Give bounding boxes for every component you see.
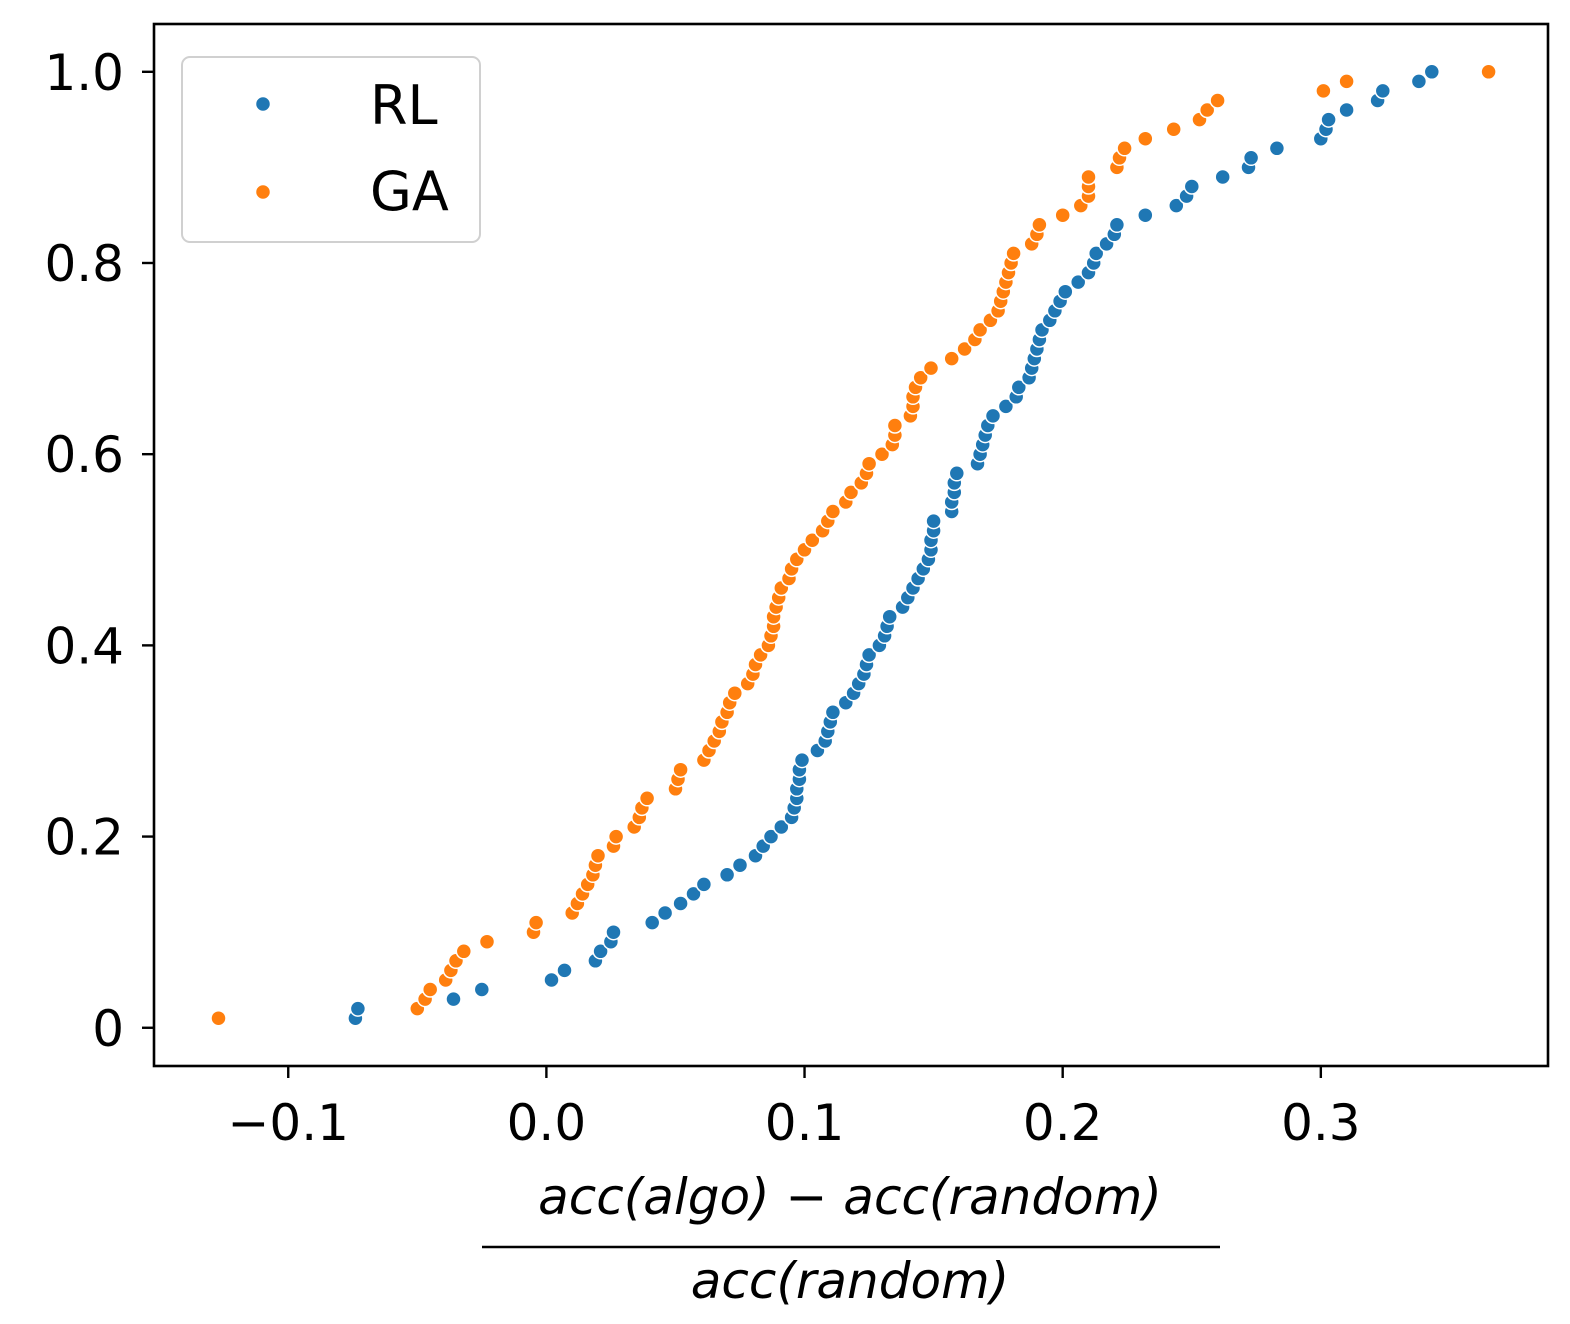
x-axis-label-numerator: acc(algo) − acc(random) (538, 1168, 1162, 1226)
y-axis-ticks: 0 0.2 0.4 0.6 0.8 1.0 (44, 44, 154, 1058)
data-point-rl (1338, 101, 1355, 119)
plot-frame (152, 22, 1550, 1068)
data-point-ga (1165, 120, 1182, 138)
data-point-rl (925, 512, 942, 530)
data-point-rl (592, 943, 609, 960)
y-tick-label: 0.4 (44, 617, 124, 675)
data-point-ga (804, 531, 821, 549)
x-axis-ticks: −0.1 0.0 0.1 0.2 0.3 (228, 1066, 1361, 1152)
data-point-rl (656, 904, 674, 922)
data-point-ga (842, 484, 860, 501)
data-point-rl (1010, 379, 1028, 396)
legend-label-rl: RL (370, 74, 438, 137)
data-point-ga (956, 340, 973, 358)
data-point-rl (881, 608, 898, 625)
data-point-ga (527, 914, 545, 931)
data-point-rl (1108, 216, 1126, 234)
data-point-rl (1168, 197, 1185, 214)
data-point-rl (672, 895, 689, 912)
data-point-rl (543, 971, 560, 989)
data-point-ga (210, 1009, 227, 1027)
data-point-ga (971, 321, 989, 339)
data-points (210, 63, 1497, 1027)
data-point-rl (762, 828, 780, 845)
data-point-rl (793, 751, 811, 769)
data-point-rl (860, 646, 878, 664)
data-point-rl (1320, 111, 1337, 128)
series-ga (210, 63, 1497, 1027)
data-point-ga (943, 350, 960, 367)
data-point-rl (1057, 283, 1074, 300)
series-rl (347, 63, 1441, 1027)
data-point-rl (1069, 273, 1087, 291)
legend-label-ga: GA (370, 160, 449, 223)
data-point-ga (726, 684, 744, 702)
data-point-rl (1214, 168, 1231, 186)
data-point-ga (873, 445, 891, 463)
y-tick-label: 1.0 (44, 44, 124, 102)
data-point-ga (478, 933, 496, 950)
data-point-rl (556, 962, 573, 979)
data-point-rl (445, 990, 462, 1008)
y-tick-label: 0 (92, 1000, 124, 1058)
data-point-rl (685, 885, 702, 903)
data-point-ga (421, 981, 439, 998)
data-point-ga (886, 417, 904, 434)
x-tick-label: 0.2 (1023, 1094, 1103, 1152)
y-tick-label: 0.8 (44, 235, 124, 293)
data-point-rl (695, 876, 713, 893)
data-point-ga (455, 943, 473, 960)
legend-marker-ga (254, 183, 272, 201)
y-tick-label: 0.2 (44, 809, 124, 867)
data-point-rl (349, 1000, 367, 1017)
data-point-ga (1480, 63, 1497, 81)
data-point-ga (672, 761, 689, 778)
data-point-ga (1137, 130, 1154, 147)
data-point-ga (607, 828, 625, 845)
data-point-ga (1054, 206, 1071, 224)
data-point-rl (718, 866, 736, 884)
data-point-ga (824, 503, 842, 520)
data-point-ga (1080, 168, 1097, 186)
x-tick-label: 0.3 (1281, 1094, 1361, 1152)
data-point-rl (605, 923, 622, 941)
data-point-rl (1268, 140, 1286, 157)
data-point-ga (1315, 82, 1332, 100)
data-point-ga (1198, 101, 1216, 119)
data-point-rl (1137, 206, 1154, 224)
x-tick-label: 0.0 (507, 1094, 587, 1152)
data-point-rl (1242, 149, 1260, 167)
data-point-rl (1183, 178, 1201, 195)
data-point-rl (643, 914, 661, 931)
data-point-rl (1410, 73, 1428, 90)
x-tick-label: −0.1 (228, 1094, 349, 1152)
data-point-ga (1005, 245, 1022, 262)
data-point-rl (824, 704, 842, 721)
data-point-ga (638, 790, 656, 807)
x-tick-label: 0.1 (765, 1094, 845, 1152)
x-axis-label-denominator: acc(random) (691, 1252, 1010, 1310)
data-point-ga (912, 369, 929, 386)
data-point-ga (860, 455, 878, 472)
data-point-ga (1338, 73, 1355, 90)
data-point-rl (1423, 63, 1441, 81)
data-point-rl (984, 407, 1002, 425)
legend-marker-rl (254, 95, 272, 113)
data-point-ga (589, 847, 607, 864)
data-point-rl (1087, 245, 1105, 262)
data-point-rl (473, 981, 491, 998)
data-point-ga (1031, 216, 1048, 234)
y-tick-label: 0.6 (44, 426, 124, 484)
data-point-rl (1374, 82, 1392, 100)
data-point-rl (731, 856, 749, 874)
data-point-rl (773, 818, 790, 836)
legend: RL GA (181, 56, 481, 243)
data-point-ga (1116, 140, 1133, 157)
x-axis-label: acc(algo) − acc(random) acc(random) (482, 1168, 1220, 1310)
data-point-ga (922, 359, 940, 377)
data-point-rl (948, 465, 966, 482)
data-point-ga (1209, 92, 1226, 109)
data-point-rl (997, 398, 1015, 415)
